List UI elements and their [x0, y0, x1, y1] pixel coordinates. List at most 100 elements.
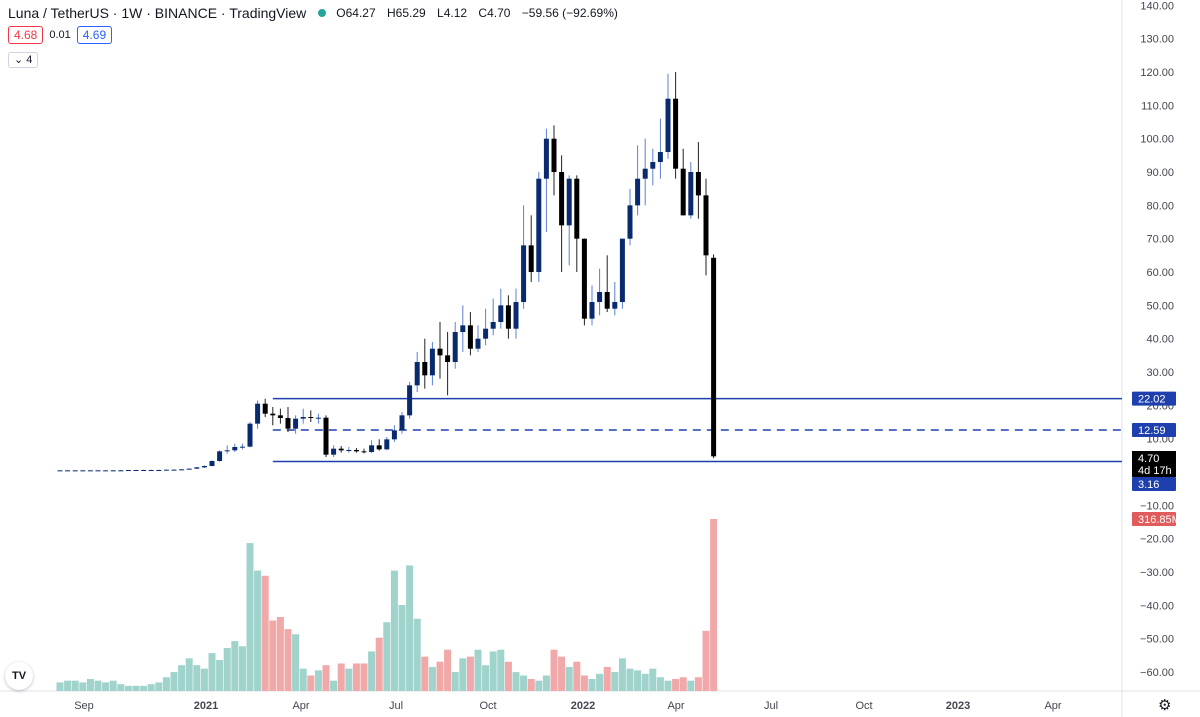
price-tick-label: 120.00 — [1140, 67, 1174, 79]
candle-body — [665, 98, 671, 153]
candle-body — [293, 418, 299, 429]
time-tick-label: Oct — [479, 700, 496, 712]
candle-body — [422, 362, 428, 376]
horizontal-lines[interactable] — [272, 397, 1122, 463]
volume-bar — [109, 680, 117, 691]
candle-body — [361, 451, 367, 453]
symbol-title[interactable]: Luna / TetherUS · 1W · BINANCE · Trading… — [8, 5, 307, 21]
volume-bar — [375, 637, 383, 691]
mid-line-price-label-bg — [1132, 423, 1176, 438]
candle-body — [255, 403, 261, 424]
volume-bar — [466, 656, 474, 691]
volume-bar — [140, 685, 148, 691]
time-axis[interactable]: Sep 2021 Apr Jul Oct 2022 Apr Jul Oct 2023 Apr — [74, 700, 1062, 712]
volume-bar — [702, 630, 710, 691]
indicators-toggle-button[interactable]: ⌄ 4 — [8, 52, 39, 68]
time-tick-label: Jul — [764, 700, 778, 712]
price-tick-label: 140.00 — [1140, 0, 1174, 12]
volume-bar — [94, 680, 102, 691]
volume-bar — [155, 682, 163, 691]
candle-body — [300, 417, 306, 419]
lower-line-price-label-bg — [1132, 477, 1176, 491]
volume-bar — [398, 605, 406, 691]
volume-bar — [489, 651, 497, 691]
bid-ask-panel: 4.68 0.01 4.69 — [8, 26, 113, 44]
candle-body — [627, 205, 633, 239]
volume-bar — [71, 680, 79, 691]
volume-bar — [261, 575, 269, 691]
candle-body — [384, 439, 390, 450]
volume-bar — [641, 673, 649, 691]
price-tick-label: 130.00 — [1140, 34, 1174, 46]
volume-bar — [634, 670, 642, 691]
volume-bar — [428, 666, 436, 691]
candle-body — [467, 325, 473, 349]
high-label: H — [386, 6, 396, 20]
candle-body — [574, 178, 580, 239]
volume-bar — [322, 665, 330, 691]
candle-body — [262, 403, 268, 414]
last-price-label: 4.70 — [1138, 453, 1159, 465]
price-tick-label: −20.00 — [1140, 534, 1174, 546]
volume-bar — [162, 677, 170, 691]
candle-body — [391, 430, 397, 440]
volume-bar — [504, 661, 512, 691]
candle-body — [353, 450, 359, 452]
candle-body — [323, 417, 329, 455]
volume-bar — [687, 680, 695, 691]
price-axis[interactable]: 140.00 130.00 120.00 110.00 100.00 90.00 80.00… — [1140, 0, 1174, 679]
volume-bar — [292, 634, 300, 691]
volume-bar — [603, 666, 611, 691]
candle-body — [65, 470, 71, 472]
candle-body — [650, 162, 656, 169]
time-tick-label: Sep — [74, 700, 94, 712]
volume-bar — [710, 519, 718, 691]
volume-bar — [656, 677, 664, 691]
candle-body — [559, 172, 565, 226]
price-tick-label: −50.00 — [1140, 634, 1174, 646]
candle-body — [125, 470, 131, 472]
volume-bar — [345, 668, 353, 691]
upper-line-price-label-bg — [1132, 391, 1176, 406]
candle-body — [270, 413, 276, 416]
volume-bar — [208, 653, 216, 691]
symbol-legend[interactable]: Luna / TetherUS · 1W · BINANCE · Trading… — [8, 5, 626, 21]
bid-price[interactable]: 4.68 — [8, 26, 44, 44]
price-tick-label: 70.00 — [1146, 234, 1174, 246]
volume-bar — [360, 663, 368, 691]
price-tick-label: −60.00 — [1140, 667, 1174, 679]
volume-bar — [337, 663, 345, 691]
candle-body — [407, 385, 413, 416]
candle-body — [703, 195, 709, 256]
candle-body — [452, 332, 458, 363]
price-tick-label: 80.00 — [1146, 200, 1174, 212]
close-value: 4.70 — [487, 6, 511, 20]
candle-body — [475, 338, 481, 349]
volume-bar — [413, 618, 421, 691]
candle-body — [657, 152, 663, 163]
volume-bar — [56, 682, 64, 691]
tradingview-logo-icon[interactable]: TV — [5, 662, 33, 690]
time-tick-label: Apr — [292, 700, 309, 712]
volume-bar — [276, 617, 284, 691]
volume-bars — [56, 519, 718, 691]
volume-bar — [451, 672, 459, 691]
gear-icon[interactable]: ⚙ — [1158, 697, 1172, 714]
market-status-icon — [318, 9, 327, 17]
ask-price[interactable]: 4.69 — [76, 26, 113, 44]
volume-bar — [542, 675, 550, 691]
volume-bar — [307, 675, 315, 691]
candle-body — [581, 238, 587, 319]
volume-bar — [436, 661, 444, 691]
candle-body — [376, 445, 382, 450]
volume-bar — [170, 672, 178, 691]
candle-body — [239, 446, 245, 448]
price-tick-label: −10.00 — [1140, 500, 1174, 512]
candle-body — [483, 328, 489, 339]
time-tick-label: 2023 — [946, 700, 970, 712]
candle-body — [445, 355, 451, 363]
volume-bar — [64, 680, 72, 691]
close-label: C — [478, 6, 488, 20]
candle-body — [156, 470, 162, 472]
